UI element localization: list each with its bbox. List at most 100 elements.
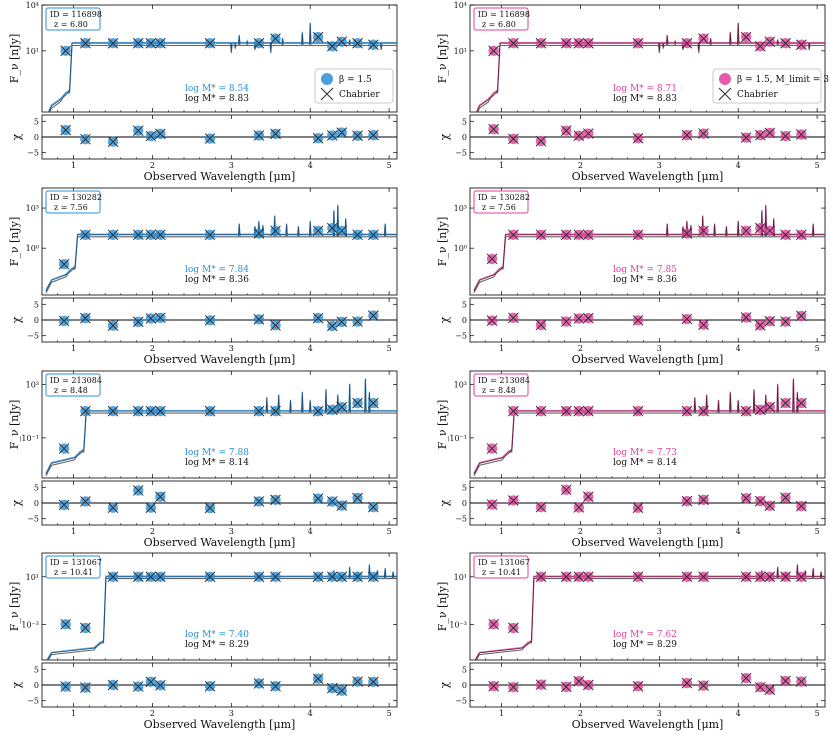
photometry-point-cross xyxy=(326,571,338,583)
photometry-point-cross xyxy=(352,397,363,409)
photometry-point-cross xyxy=(352,229,363,241)
legend-model-label: β = 1.5, M_limit = 3 xyxy=(737,75,829,85)
chi-point-cross xyxy=(573,675,585,687)
photometry-point-cross xyxy=(535,571,547,583)
res-y-axis-label: χ xyxy=(10,681,23,688)
chi-point-cross xyxy=(508,495,519,506)
x-tick-label: 2 xyxy=(150,344,155,353)
chi-point-cross xyxy=(270,494,281,506)
legend-box xyxy=(712,68,822,104)
photometry-point-cross xyxy=(336,571,348,583)
res-y-axis-label: χ xyxy=(438,316,451,323)
photometry-point-cross xyxy=(698,405,709,417)
subplot-1-1: 1 2 3 4 5 10⁰ 10³ −5 0 5 F_ν [nJy] χ Observed Wavele… xyxy=(436,187,826,366)
res-y-axis-label: χ xyxy=(438,681,451,688)
photometry-point-cross xyxy=(764,225,776,237)
photometry-point-cross xyxy=(681,405,693,417)
id-box xyxy=(45,7,101,31)
photometry-point-cross xyxy=(764,36,776,48)
photometry-point-cross xyxy=(312,405,324,417)
photometry-point-cross xyxy=(204,229,216,241)
mass-label-model: log M* = 7.88 xyxy=(185,448,249,458)
photometry-point-cross xyxy=(632,571,644,583)
chi-point-cross xyxy=(253,496,265,507)
photometry-point-cross xyxy=(312,31,324,43)
chi-point-cross xyxy=(132,681,144,692)
photometry-point-cross xyxy=(132,405,144,417)
photometry-point-cross xyxy=(780,229,791,241)
legend-chabrier-label: Chabrier xyxy=(339,90,380,100)
x-tick-label: 1 xyxy=(71,527,76,536)
y-tick-label: 10⁻³ xyxy=(449,620,467,629)
x-tick-label: 4 xyxy=(308,709,313,718)
chi-point-cross xyxy=(754,129,766,141)
photometry-point-cross xyxy=(367,571,379,583)
chi-point-cross xyxy=(154,491,166,503)
chi-point-cross xyxy=(253,314,265,325)
chabrier-sed-line xyxy=(45,380,397,477)
res-y-tick-label: 0 xyxy=(462,316,467,325)
chi-point-cross xyxy=(535,679,547,691)
x-tick-label: 2 xyxy=(578,709,583,718)
chi-point-cross xyxy=(107,136,119,148)
x-tick-label: 4 xyxy=(308,344,313,353)
subplot-3-0: 1 2 3 4 5 10⁻³ 10¹ −5 0 5 F_ν [nJy] χ Observed Wavel… xyxy=(8,552,398,731)
sed-frame xyxy=(41,552,398,661)
sed-y-axis-label: F_ν [nJy] xyxy=(436,34,449,84)
photometry-point-cross xyxy=(326,40,338,52)
x-tick-label: 5 xyxy=(387,527,392,536)
galaxy-redshift: z = 8.48 xyxy=(482,386,516,395)
subplot-0-0: 1 2 3 4 5 10¹ 10⁴ −5 0 5 F_ν [nJy] χ Observed Wavele… xyxy=(8,1,398,183)
id-box xyxy=(45,190,101,214)
chi-point-cross xyxy=(336,316,348,328)
x-tick-label: 1 xyxy=(499,527,504,536)
chabrier-sed-line xyxy=(473,380,825,477)
photometry-point-cross xyxy=(740,225,752,237)
photometry-point-cross xyxy=(145,405,157,417)
res-y-tick-label: −5 xyxy=(455,149,467,158)
photometry-point-cross xyxy=(764,401,776,413)
chi-point-cross xyxy=(740,672,752,684)
photometry-point-cross xyxy=(312,571,324,583)
photometry-point-cross xyxy=(582,229,594,241)
photometry-point-cross xyxy=(488,45,500,57)
photometry-point-cross xyxy=(367,39,379,51)
x-axis-label: Observed Wavelength [μm] xyxy=(572,718,724,731)
chi-point-cross xyxy=(336,500,348,511)
mass-label-model: log M* = 7.62 xyxy=(613,630,677,640)
chi-point-cross xyxy=(740,492,752,504)
x-axis-label: Observed Wavelength [μm] xyxy=(572,353,724,366)
res-y-tick-label: 0 xyxy=(462,133,467,142)
chi-point-cross xyxy=(764,127,776,139)
y-tick-label: 10¹ xyxy=(454,573,467,582)
photometry-point-cross xyxy=(270,571,281,583)
chi-point-cross xyxy=(352,130,363,142)
galaxy-id: ID = 130282 xyxy=(50,193,102,202)
photometry-point-cross xyxy=(573,229,585,241)
photometry-point-cross xyxy=(326,404,338,416)
photometry-point-cross xyxy=(698,571,709,583)
chi-point-cross xyxy=(764,684,776,696)
x-tick-label: 4 xyxy=(308,527,313,536)
legend-box xyxy=(314,68,394,104)
y-tick-label: 10¹ xyxy=(26,47,39,56)
photometry-point-cross xyxy=(508,622,519,634)
photometry-point-cross xyxy=(780,397,791,409)
sed-curves xyxy=(45,378,397,477)
photometry-point-cross xyxy=(367,397,379,409)
chi-point-cross xyxy=(681,495,693,507)
id-box xyxy=(45,555,101,579)
chi-point-cross xyxy=(698,494,709,506)
res-y-tick-label: 5 xyxy=(34,300,39,309)
photometry-point-cross xyxy=(795,397,807,409)
photometry-point-cross xyxy=(681,37,693,49)
chi-point-cross xyxy=(698,319,709,331)
photometry-point-cross xyxy=(795,229,807,241)
chi-point-cross xyxy=(795,129,807,140)
photometry-point-cross xyxy=(312,225,324,237)
subplot-2-1: 1 2 3 4 5 10⁻¹ 10³ −5 0 5 F_ν [nJy] χ Observed Wavel… xyxy=(436,370,826,549)
photometry-point-cross xyxy=(80,622,91,634)
mass-label-model: log M* = 7.40 xyxy=(185,630,249,640)
subplot-2-0: 1 2 3 4 5 10⁻¹ 10³ −5 0 5 F_ν [nJy] χ Observed Wavel… xyxy=(8,370,398,549)
photometry-point-cross xyxy=(270,33,281,44)
